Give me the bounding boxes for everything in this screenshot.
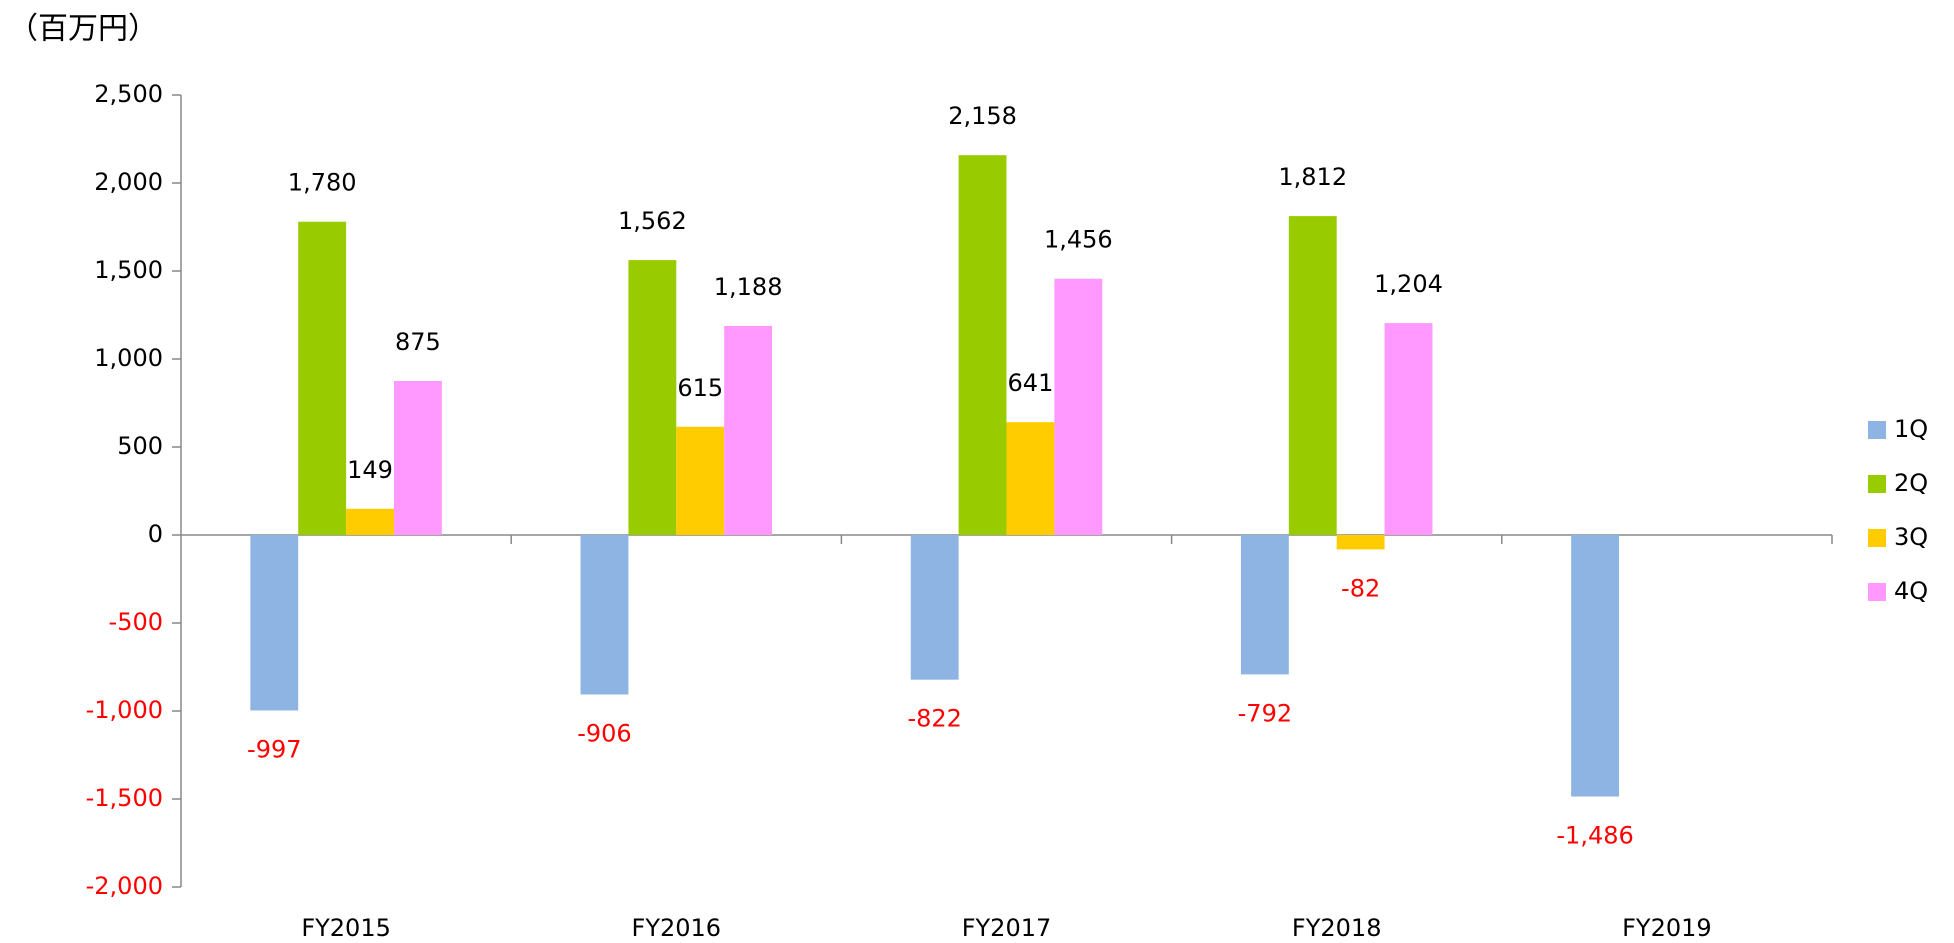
legend-swatch <box>1868 421 1886 439</box>
bar <box>910 535 959 680</box>
bar <box>1288 216 1337 535</box>
data-label: -997 <box>247 735 301 763</box>
bar <box>298 221 347 535</box>
bar <box>580 535 629 695</box>
legend-label: 2Q <box>1894 469 1928 497</box>
y-tick-label: 1,500 <box>94 256 163 284</box>
data-label: 1,812 <box>1278 163 1347 191</box>
bar <box>1240 535 1289 675</box>
legend-label: 1Q <box>1894 415 1928 443</box>
y-tick-label: -500 <box>109 608 163 636</box>
bar <box>1571 535 1620 797</box>
bar <box>724 325 773 535</box>
data-label: 1,188 <box>714 273 783 301</box>
y-tick-label: 500 <box>117 432 163 460</box>
bar <box>250 535 299 711</box>
data-label: 615 <box>677 374 723 402</box>
y-tick-label: 1,000 <box>94 344 163 372</box>
bar <box>958 155 1007 535</box>
data-label: 875 <box>395 328 441 356</box>
bar <box>676 426 725 535</box>
legend-swatch <box>1868 583 1886 601</box>
data-label: 1,562 <box>618 207 687 235</box>
bar <box>393 381 442 535</box>
data-label: -792 <box>1238 699 1292 727</box>
x-tick-label: FY2016 <box>632 914 722 942</box>
x-tick-label: FY2019 <box>1622 914 1712 942</box>
y-tick-label: 2,000 <box>94 168 163 196</box>
y-tick-label: 0 <box>148 520 163 548</box>
data-label: -822 <box>907 705 961 733</box>
y-tick-label: -2,000 <box>86 872 163 900</box>
x-tick-label: FY2015 <box>301 914 391 942</box>
legend-label: 3Q <box>1894 523 1928 551</box>
data-label: -82 <box>1341 574 1380 602</box>
legend-swatch <box>1868 529 1886 547</box>
data-label: 2,158 <box>948 102 1017 130</box>
bar <box>1336 535 1385 550</box>
bar <box>346 508 394 535</box>
x-tick-label: FY2018 <box>1292 914 1382 942</box>
bar <box>1384 323 1433 535</box>
data-label: -1,486 <box>1556 822 1633 850</box>
bar <box>1054 278 1103 535</box>
data-label: 1,456 <box>1044 226 1113 254</box>
data-label: 1,780 <box>288 169 357 197</box>
legend-swatch <box>1868 475 1886 493</box>
bar <box>628 260 677 535</box>
data-label: -906 <box>577 719 631 747</box>
data-label: 641 <box>1008 369 1054 397</box>
data-label: 149 <box>347 456 393 484</box>
y-tick-label: -1,500 <box>86 784 163 812</box>
y-tick-label: 2,500 <box>94 80 163 108</box>
y-axis-label: （百万円） <box>8 12 158 47</box>
data-label: 1,204 <box>1374 270 1443 298</box>
bar <box>1006 422 1055 535</box>
legend-label: 4Q <box>1894 577 1928 605</box>
y-tick-label: -1,000 <box>86 696 163 724</box>
x-tick-label: FY2017 <box>962 914 1052 942</box>
